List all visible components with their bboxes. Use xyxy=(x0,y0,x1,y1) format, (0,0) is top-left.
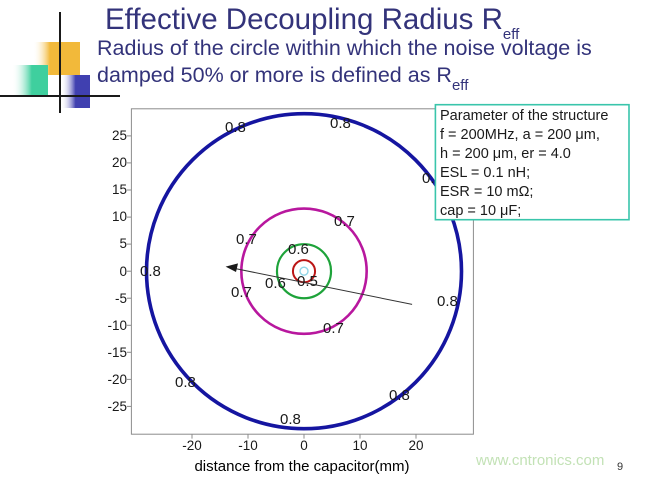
svg-text:0.8: 0.8 xyxy=(175,374,196,391)
svg-text:-15: -15 xyxy=(107,345,127,360)
svg-text:0.6: 0.6 xyxy=(265,275,286,292)
svg-text:20: 20 xyxy=(112,155,127,170)
svg-text:0.8: 0.8 xyxy=(330,115,351,132)
svg-text:0: 0 xyxy=(300,438,308,453)
svg-text:15: 15 xyxy=(112,182,127,197)
svg-text:-10: -10 xyxy=(107,318,127,333)
svg-text:-25: -25 xyxy=(107,399,127,414)
svg-text:ESR = 10 mΩ;: ESR = 10 mΩ; xyxy=(440,184,533,200)
svg-text:0.8: 0.8 xyxy=(225,119,246,136)
svg-text:-20: -20 xyxy=(107,372,127,387)
svg-text:10: 10 xyxy=(112,209,127,224)
svg-text:0.8: 0.8 xyxy=(437,293,458,310)
svg-text:0.7: 0.7 xyxy=(323,320,344,337)
svg-text:10: 10 xyxy=(352,438,367,453)
svg-text:Parameter of the structure: Parameter of the structure xyxy=(440,108,608,124)
svg-text:0: 0 xyxy=(119,264,127,279)
svg-text:0.6: 0.6 xyxy=(288,241,309,258)
svg-text:0.8: 0.8 xyxy=(280,411,301,428)
svg-text:0.8: 0.8 xyxy=(389,387,410,404)
svg-text:ESL = 0.1 nH;: ESL = 0.1 nH; xyxy=(440,165,530,181)
svg-text:-10: -10 xyxy=(238,438,258,453)
svg-text:0.7: 0.7 xyxy=(236,231,257,248)
svg-text:f = 200MHz, a = 200 μm,: f = 200MHz, a = 200 μm, xyxy=(440,127,600,143)
svg-text:0.5: 0.5 xyxy=(297,273,318,290)
svg-text:-5: -5 xyxy=(115,291,127,306)
svg-text:0.8: 0.8 xyxy=(140,263,161,280)
svg-text:0.7: 0.7 xyxy=(334,213,355,230)
svg-text:20: 20 xyxy=(408,438,423,453)
svg-text:-20: -20 xyxy=(182,438,202,453)
svg-text:cap = 10 μF;: cap = 10 μF; xyxy=(440,203,521,219)
svg-text:0.7: 0.7 xyxy=(231,284,252,301)
svg-text:h = 200 μm, er = 4.0: h = 200 μm, er = 4.0 xyxy=(440,146,571,162)
svg-text:25: 25 xyxy=(112,128,127,143)
svg-text:5: 5 xyxy=(119,236,127,251)
svg-text:distance from the capacitor(mm: distance from the capacitor(mm) xyxy=(194,458,409,475)
